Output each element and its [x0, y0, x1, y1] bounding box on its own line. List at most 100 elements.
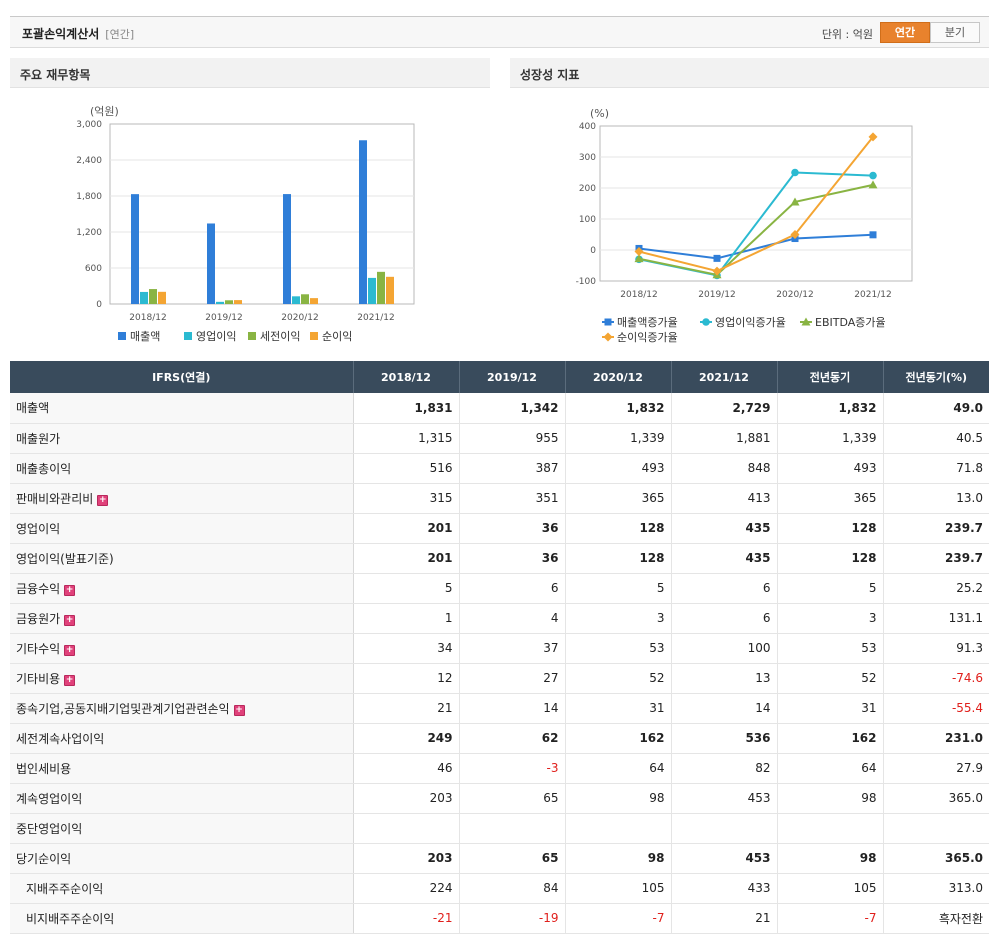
value-cell: 201 — [353, 513, 460, 544]
expand-plus-icon[interactable]: + — [64, 644, 76, 656]
row-label-cell: 당기순이익 — [10, 843, 354, 874]
table-row: 매출액 1,831 1,342 1,832 2,729 1,832 49.0 — [10, 393, 989, 424]
value-cell: 52 — [777, 663, 884, 694]
statement-header: 포괄손익계산서 [연간] 단위 : 억원 연간 분기 — [10, 16, 989, 48]
data-point — [712, 266, 722, 276]
table-row: 세전계속사업이익 249 62 162 536 162 231.0 — [10, 723, 989, 754]
legend-swatch — [118, 332, 126, 340]
data-point — [869, 171, 877, 180]
row-label: 계속영업이익 — [16, 791, 83, 806]
value-cell: 13 — [671, 663, 778, 694]
legend-label: 순이익증가율 — [617, 331, 678, 344]
value-cell: 82 — [671, 753, 778, 784]
value-cell: 49.0 — [883, 393, 989, 424]
value-cell: 3 — [777, 603, 884, 634]
value-cell: 6 — [671, 573, 778, 604]
column-header: 2020/12 — [565, 361, 672, 393]
value-cell — [565, 813, 672, 844]
value-cell: -55.4 — [883, 693, 989, 724]
tab-quarter[interactable]: 분기 — [930, 22, 980, 43]
expand-plus-icon[interactable]: + — [64, 614, 76, 626]
value-cell: 435 — [671, 543, 778, 574]
row-label: 종속기업,공동지배기업및관계기업관련손익 — [16, 701, 230, 716]
y-tick-label: 0 — [96, 300, 102, 310]
value-cell: 27.9 — [883, 753, 989, 784]
value-cell: 105 — [777, 873, 884, 904]
value-cell: 64 — [777, 753, 884, 784]
y-unit-label: (%) — [590, 107, 609, 120]
data-point — [869, 231, 877, 239]
tab-annual[interactable]: 연간 — [880, 22, 930, 43]
row-label-cell: 기타비용 + — [10, 663, 354, 694]
value-cell: 98 — [777, 783, 884, 814]
table-row: 판매비와관리비 +315 351 365 413 365 13.0 — [10, 483, 989, 514]
legend-label: 영업이익증가율 — [715, 316, 786, 329]
value-cell: 313.0 — [883, 873, 989, 904]
value-cell — [777, 813, 884, 844]
series-line-3 — [638, 183, 874, 276]
value-cell: 5 — [777, 573, 884, 604]
value-cell: 71.8 — [883, 453, 989, 484]
value-cell: 162 — [565, 723, 672, 754]
value-cell: -3 — [459, 753, 566, 784]
bar-1-2018-12 — [131, 194, 139, 304]
bar-1-2019-12 — [207, 223, 215, 304]
value-cell: 52 — [565, 663, 672, 694]
key-financials-panel: 주요 재무항목 (억원) 3,000 2,400 1,800 1,200 600 0 2018… — [10, 58, 490, 358]
row-label-cell: 지배주주순이익 — [10, 873, 354, 904]
row-label: 매출총이익 — [16, 461, 72, 476]
value-cell: 1,339 — [777, 423, 884, 454]
column-header: 전년동기 — [777, 361, 884, 393]
table-row: 지배주주순이익 224 84 105 433 105 313.0 — [10, 873, 989, 904]
table-row: 기타수익 +34 37 53 100 53 91.3 — [10, 633, 989, 664]
value-cell: 105 — [565, 873, 672, 904]
value-cell: 387 — [459, 453, 566, 484]
expand-plus-icon[interactable]: + — [64, 674, 76, 686]
y-tick-label: 100 — [579, 215, 596, 225]
row-label-cell: 영업이익(발표기준) — [10, 543, 354, 574]
row-label: 법인세비용 — [16, 761, 72, 776]
value-cell: -21 — [353, 903, 460, 934]
table-row: 종속기업,공동지배기업및관계기업관련손익 +21 14 31 14 31 -55.4 — [10, 693, 989, 724]
statement-title: 포괄손익계산서 [연간] — [22, 25, 134, 42]
value-cell: 5 — [353, 573, 460, 604]
x-tick-label: 2019/12 — [205, 313, 242, 323]
value-cell: 203 — [353, 843, 460, 874]
value-cell: 65 — [459, 843, 566, 874]
value-cell: 1,315 — [353, 423, 460, 454]
unit-label: 단위 : 억원 — [821, 28, 873, 41]
row-label: 중단영업이익 — [16, 821, 83, 836]
table-row: 금융수익 +5 6 5 6 5 25.2 — [10, 573, 989, 604]
value-cell: 224 — [353, 873, 460, 904]
key-financials-bar-chart: (억원) 3,000 2,400 1,800 1,200 600 0 2018/12 2019/… — [76, 105, 415, 343]
row-label: 매출원가 — [16, 431, 61, 446]
value-cell: 53 — [565, 633, 672, 664]
series-line-4 — [638, 136, 874, 273]
value-cell: 5 — [565, 573, 672, 604]
expand-plus-icon[interactable]: + — [97, 494, 109, 506]
row-label-cell: 판매비와관리비 + — [10, 483, 354, 514]
value-cell: 249 — [353, 723, 460, 754]
data-point — [791, 168, 799, 177]
expand-plus-icon[interactable]: + — [233, 704, 245, 716]
expand-plus-icon[interactable]: + — [64, 584, 76, 596]
y-tick-label: 300 — [579, 153, 596, 163]
row-label: 기타비용 — [16, 671, 61, 686]
value-cell: 65 — [459, 783, 566, 814]
period-type-label: [연간] — [105, 28, 135, 41]
value-cell: 27 — [459, 663, 566, 694]
row-label: 매출액 — [16, 401, 50, 416]
row-label-cell: 법인세비용 — [10, 753, 354, 784]
legend-swatch — [310, 332, 318, 340]
row-label-cell: 비지배주주순이익 — [10, 903, 354, 934]
statement-title-text: 포괄손익계산서 — [22, 27, 100, 41]
value-cell: 34 — [353, 633, 460, 664]
value-cell: 46 — [353, 753, 460, 784]
legend-marker — [801, 317, 811, 326]
bar-1-2020-12 — [283, 194, 291, 304]
y-unit-label: (억원) — [90, 105, 119, 118]
growth-title: 성장성 지표 — [510, 58, 989, 88]
value-cell: 100 — [671, 633, 778, 664]
bar-3-2021-12 — [377, 271, 385, 304]
legend-label: EBITDA증가율 — [815, 316, 886, 329]
